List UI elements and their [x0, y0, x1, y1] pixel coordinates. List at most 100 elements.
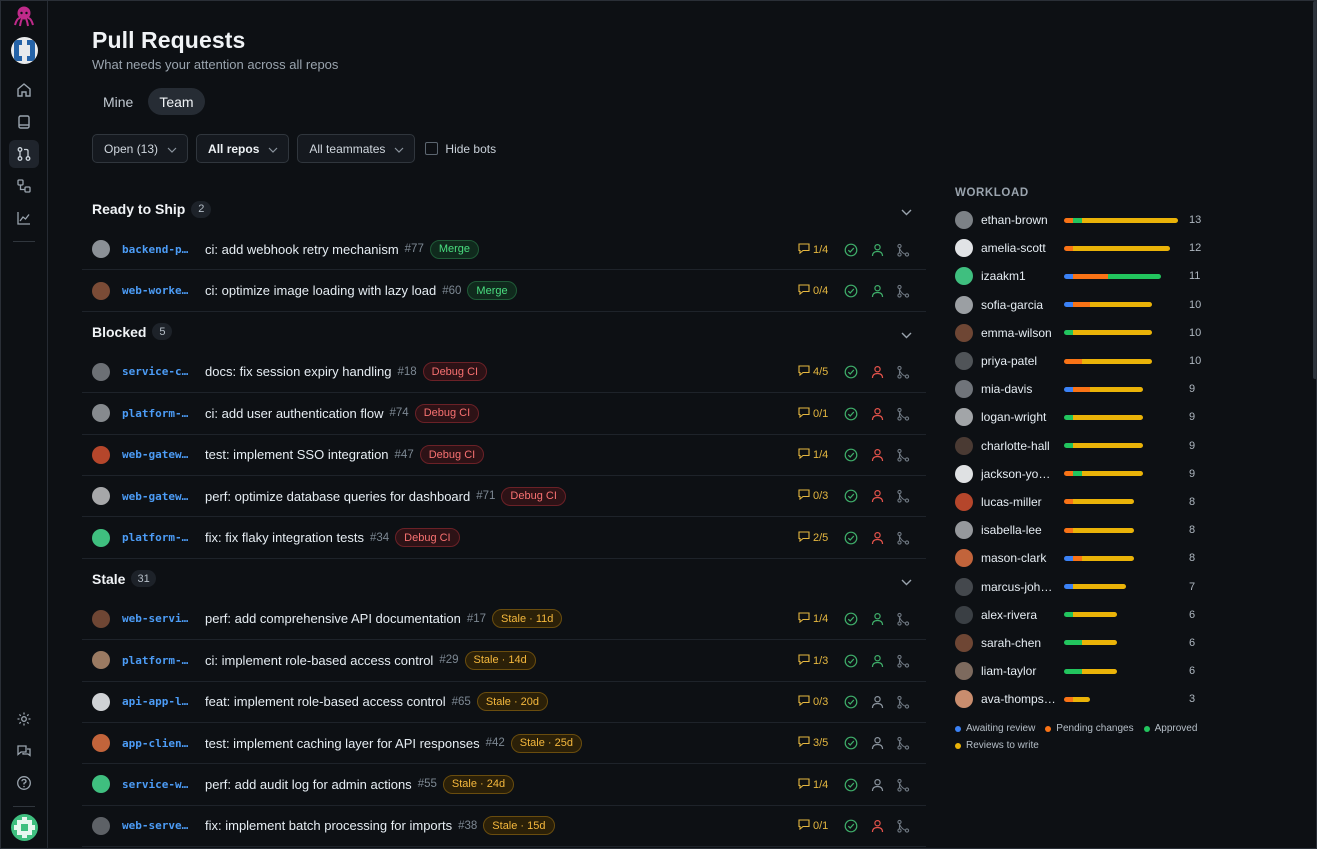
status-badge[interactable]: Debug CI [501, 486, 566, 506]
pr-row[interactable]: web-servi… perf: add comprehensive API do… [82, 599, 926, 641]
repo-name-link[interactable]: web-servi… [122, 612, 189, 626]
merge-icon[interactable] [890, 531, 916, 545]
merge-icon[interactable] [890, 654, 916, 668]
merge-icon[interactable] [890, 736, 916, 751]
workload-row[interactable]: logan-wright 9 [955, 403, 1315, 431]
pr-title-link[interactable]: ci: add webhook retry mechanism [205, 241, 399, 257]
repo-name-link[interactable]: web-worke… [122, 284, 189, 298]
pr-title-link[interactable]: test: implement caching layer for API re… [205, 735, 480, 751]
pr-row[interactable]: web-serve… fix: implement batch processin… [82, 806, 926, 848]
tab-team[interactable]: Team [148, 88, 205, 115]
pr-title-link[interactable]: feat: implement role-based access contro… [205, 694, 446, 710]
merge-icon[interactable] [890, 448, 916, 462]
pr-row[interactable]: platform-… ci: add user authentication fl… [82, 393, 926, 435]
gear-icon[interactable] [9, 705, 39, 733]
pr-row[interactable]: web-gatew… test: implement SSO integratio… [82, 435, 926, 476]
status-badge[interactable]: Merge [467, 281, 517, 301]
merge-icon[interactable] [890, 365, 916, 379]
workload-row[interactable]: jackson-yo… 9 [955, 460, 1315, 488]
pr-row[interactable]: app-clien… test: implement caching layer … [82, 723, 926, 765]
pr-title-link[interactable]: ci: add user authentication flow [205, 405, 384, 421]
chevron-down-icon[interactable] [901, 203, 912, 221]
user-avatar[interactable] [11, 37, 38, 64]
tab-mine[interactable]: Mine [103, 93, 134, 110]
merge-icon[interactable] [890, 284, 916, 298]
repo-name-link[interactable]: backend-p… [122, 242, 189, 256]
pr-row[interactable]: api-app-l… feat: implement role-based acc… [82, 682, 926, 723]
workload-row[interactable]: priya-patel 10 [955, 347, 1315, 375]
pr-row[interactable]: backend-p… ci: add webhook retry mechanis… [82, 229, 926, 271]
section-header[interactable]: Ready to Ship 2 [82, 189, 926, 229]
merge-icon[interactable] [890, 243, 916, 257]
workload-row[interactable]: liam-taylor 6 [955, 657, 1315, 685]
status-badge[interactable]: Debug CI [419, 445, 485, 465]
repos-filter-dropdown[interactable]: All repos [196, 134, 290, 163]
pr-row[interactable]: service-w… perf: add audit log for admin … [82, 764, 926, 806]
chat-icon[interactable] [9, 737, 39, 765]
help-icon[interactable] [9, 769, 39, 797]
workload-row[interactable]: sarah-chen 6 [955, 629, 1315, 657]
hide-bots-checkbox[interactable]: Hide bots [425, 142, 496, 156]
repo-name-link[interactable]: service-w… [122, 777, 189, 791]
status-badge[interactable]: Stale · 20d [476, 692, 549, 712]
status-badge[interactable]: Stale · 14d [464, 650, 536, 670]
workload-row[interactable]: isabella-lee 8 [955, 516, 1315, 544]
workload-row[interactable]: ava-thomps… 3 [955, 685, 1315, 713]
repo-name-link[interactable]: web-gatew… [122, 489, 189, 503]
workload-row[interactable]: amelia-scott 12 [955, 234, 1315, 262]
repo-name-link[interactable]: service-c… [122, 365, 189, 379]
repo-name-link[interactable]: platform-… [122, 653, 189, 667]
workload-row[interactable]: marcus-joh… 7 [955, 572, 1315, 600]
workload-row[interactable]: ethan-brown 13 [955, 206, 1315, 234]
chart-line-icon[interactable] [9, 204, 39, 232]
home-icon[interactable] [9, 76, 39, 104]
repo-name-link[interactable]: platform-… [122, 531, 189, 545]
scrollbar[interactable] [1313, 1, 1316, 379]
account-avatar[interactable] [11, 814, 38, 841]
pr-title-link[interactable]: fix: fix flaky integration tests [205, 530, 364, 546]
pr-row[interactable]: web-worke… ci: optimize image loading wit… [82, 270, 926, 312]
repo-name-link[interactable]: platform-… [122, 406, 189, 420]
workload-row[interactable]: sofia-garcia 10 [955, 291, 1315, 319]
workload-row[interactable]: charlotte-hall 9 [955, 432, 1315, 460]
repo-icon[interactable] [9, 108, 39, 136]
workload-row[interactable]: mason-clark 8 [955, 544, 1315, 572]
status-badge[interactable]: Stale · 25d [510, 733, 582, 753]
status-badge[interactable]: Debug CI [422, 362, 488, 382]
chevron-down-icon[interactable] [901, 573, 912, 591]
status-badge[interactable]: Stale · 11d [492, 609, 563, 629]
pr-row[interactable]: platform-… fix: fix flaky integration tes… [82, 517, 926, 559]
repo-name-link[interactable]: app-clien… [122, 736, 189, 750]
pr-row[interactable]: web-gatew… perf: optimize database querie… [82, 476, 926, 518]
pull-request-icon[interactable] [9, 140, 39, 168]
merge-icon[interactable] [890, 489, 916, 504]
repo-name-link[interactable]: web-gatew… [122, 448, 189, 462]
merge-icon[interactable] [890, 778, 916, 792]
workflow-icon[interactable] [9, 172, 39, 200]
merge-icon[interactable] [890, 407, 916, 421]
pr-row[interactable]: platform-… ci: implement role-based acces… [82, 640, 926, 682]
section-header[interactable]: Stale 31 [82, 559, 926, 599]
status-badge[interactable]: Merge [429, 239, 480, 259]
teammates-filter-dropdown[interactable]: All teammates [297, 134, 416, 163]
section-header[interactable]: Blocked 5 [82, 312, 926, 352]
merge-icon[interactable] [890, 695, 916, 709]
pr-title-link[interactable]: perf: add comprehensive API documentatio… [205, 611, 461, 627]
status-filter-dropdown[interactable]: Open (13) [92, 134, 189, 163]
workload-row[interactable]: izaakm1 11 [955, 262, 1315, 290]
pr-title-link[interactable]: test: implement SSO integration [205, 447, 389, 463]
pr-title-link[interactable]: fix: implement batch processing for impo… [205, 818, 453, 834]
workload-row[interactable]: alex-rivera 6 [955, 601, 1315, 629]
checkbox-box[interactable] [425, 142, 439, 155]
repo-name-link[interactable]: web-serve… [122, 819, 189, 833]
status-badge[interactable]: Debug CI [414, 403, 480, 423]
pr-title-link[interactable]: docs: fix session expiry handling [205, 364, 392, 380]
merge-icon[interactable] [890, 819, 916, 833]
pr-title-link[interactable]: perf: add audit log for admin actions [205, 776, 412, 792]
chevron-down-icon[interactable] [901, 326, 912, 344]
merge-icon[interactable] [890, 612, 916, 626]
status-badge[interactable]: Debug CI [395, 528, 460, 548]
pr-title-link[interactable]: perf: optimize database queries for dash… [205, 488, 471, 504]
pr-title-link[interactable]: ci: implement role-based access control [205, 652, 434, 668]
workload-row[interactable]: emma-wilson 10 [955, 319, 1315, 347]
